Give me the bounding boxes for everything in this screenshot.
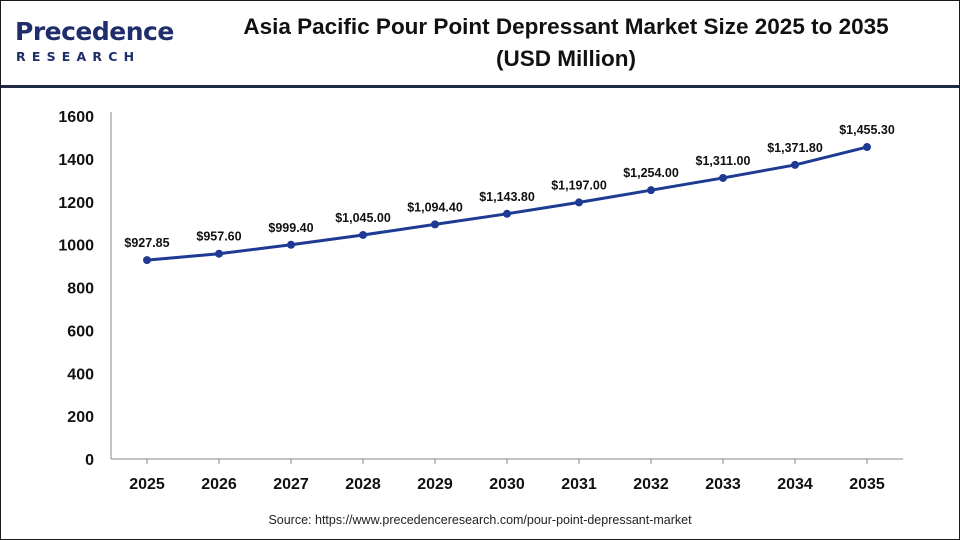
x-tick-label: 2028	[345, 476, 381, 493]
data-point	[359, 230, 367, 239]
data-point	[215, 249, 223, 258]
y-tick-label: 1200	[58, 195, 94, 212]
data-point	[143, 256, 151, 265]
data-label: $1,094.40	[407, 200, 463, 214]
y-tick-label: 1000	[58, 238, 94, 255]
data-label: $1,045.00	[335, 211, 391, 225]
data-point	[719, 173, 727, 182]
x-tick-label: 2030	[489, 476, 525, 493]
x-tick-label: 2033	[705, 476, 741, 493]
logo-wordmark: Precedence	[15, 17, 174, 46]
chart-title: Asia Pacific Pour Point Depressant Marke…	[191, 11, 941, 75]
data-point	[863, 143, 871, 152]
y-tick-label: 200	[67, 409, 94, 426]
source-note: Source: https://www.precedenceresearch.c…	[1, 513, 959, 527]
precedence-research-logo: Precedence RESEARCH	[15, 15, 175, 67]
data-point	[287, 240, 295, 249]
chart-title-line2: (USD Million)	[496, 46, 636, 71]
y-tick-label: 600	[67, 323, 94, 340]
header: Precedence RESEARCH Asia Pacific Pour Po…	[1, 1, 959, 85]
y-tick-label: 400	[67, 366, 94, 383]
data-label: $1,455.30	[839, 123, 895, 137]
x-tick-label: 2026	[201, 476, 237, 493]
data-point	[791, 160, 799, 169]
logo-subtitle: RESEARCH	[16, 49, 141, 64]
source-prefix: Source:	[268, 513, 315, 527]
data-label: $1,371.80	[767, 141, 823, 155]
data-point	[503, 209, 511, 218]
data-label: $999.40	[268, 221, 313, 235]
x-tick-label: 2029	[417, 476, 453, 493]
x-tick-label: 2034	[777, 476, 813, 493]
x-tick-label: 2027	[273, 476, 309, 493]
x-tick-label: 2025	[129, 476, 165, 493]
data-point	[575, 198, 583, 207]
data-point	[431, 220, 439, 229]
chart-title-line1: Asia Pacific Pour Point Depressant Marke…	[243, 14, 889, 39]
y-tick-label: 800	[67, 281, 94, 298]
data-label: $1,311.00	[696, 154, 751, 168]
y-tick-label: 1400	[58, 152, 94, 169]
x-tick-label: 2031	[561, 476, 597, 493]
data-label: $957.60	[196, 230, 241, 244]
header-divider	[1, 85, 959, 88]
data-label: $1,143.80	[479, 190, 535, 204]
y-tick-label: 1600	[58, 109, 94, 126]
data-point	[647, 186, 655, 195]
x-tick-label: 2035	[849, 476, 885, 493]
x-tick-label: 2032	[633, 476, 669, 493]
data-label: $1,254.00	[623, 166, 679, 180]
data-label: $927.85	[124, 236, 169, 250]
y-tick-label: 0	[85, 452, 94, 469]
data-label: $1,197.00	[551, 178, 607, 192]
source-url[interactable]: https://www.precedenceresearch.com/pour-…	[315, 513, 692, 527]
